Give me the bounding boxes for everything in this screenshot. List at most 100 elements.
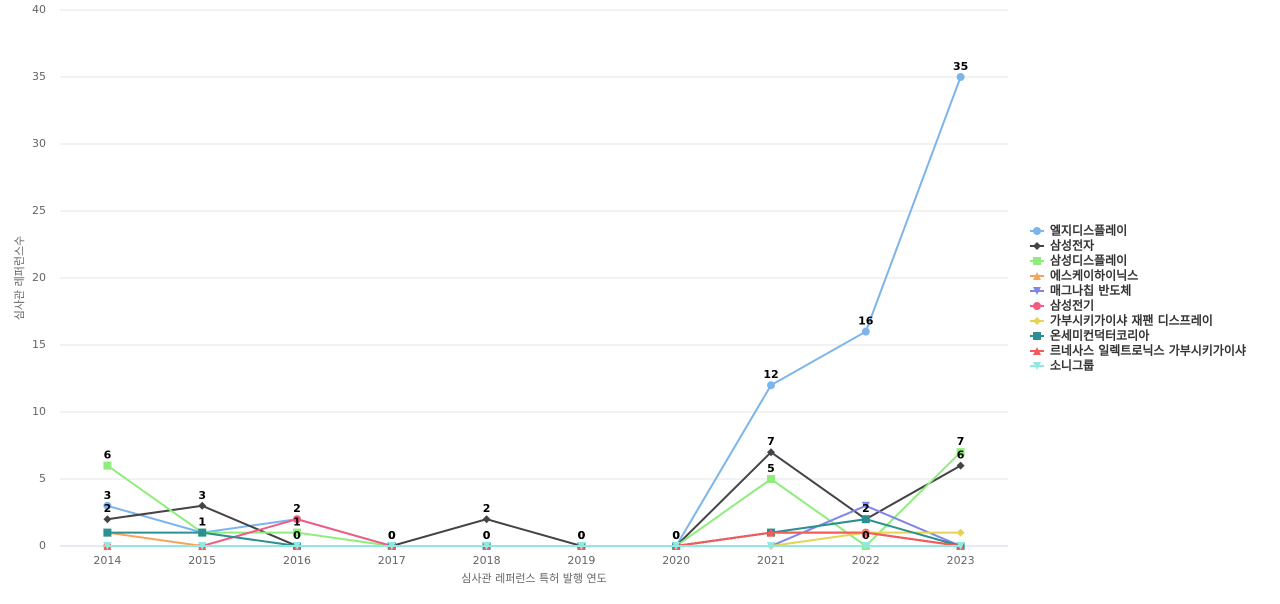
x-tick-label: 2016 xyxy=(283,554,311,567)
point xyxy=(861,542,870,550)
y-tick-label: 10 xyxy=(32,405,46,418)
x-tick-label: 2021 xyxy=(757,554,785,567)
point xyxy=(1033,272,1041,280)
point xyxy=(1033,317,1041,325)
point xyxy=(293,542,301,550)
legend-label: 엘지디스플레이 xyxy=(1050,223,1127,238)
point xyxy=(482,515,491,524)
point xyxy=(767,381,775,390)
point xyxy=(767,528,775,537)
point xyxy=(956,448,965,457)
point xyxy=(1033,257,1041,265)
x-tick-label: 2014 xyxy=(93,554,121,567)
legend-label: 삼성디스플레이 xyxy=(1050,253,1127,268)
point xyxy=(861,515,870,524)
data-label: 0 xyxy=(862,529,870,542)
point xyxy=(1033,332,1041,340)
series-line xyxy=(107,450,962,547)
point xyxy=(767,475,775,483)
series xyxy=(103,73,965,550)
x-tick-label: 2018 xyxy=(473,554,501,567)
legend-label: 삼성전자 xyxy=(1050,238,1094,253)
point xyxy=(198,501,207,510)
point xyxy=(293,528,301,537)
point xyxy=(103,528,112,537)
y-tick-label: 15 xyxy=(32,338,46,351)
data-label: 2 xyxy=(862,502,870,515)
data-label: 0 xyxy=(672,529,680,542)
point xyxy=(1033,242,1041,250)
x-tick-label: 2019 xyxy=(567,554,595,567)
data-label: 3 xyxy=(198,489,206,502)
series xyxy=(103,448,965,550)
data-label: 1 xyxy=(293,516,301,529)
point xyxy=(1033,302,1041,310)
x-tick-label: 2022 xyxy=(852,554,880,567)
data-label: 3 xyxy=(104,489,112,502)
data-label: 1 xyxy=(198,516,206,529)
data-label: 0 xyxy=(483,529,491,542)
y-tick-label: 20 xyxy=(32,271,46,284)
data-label: 6 xyxy=(104,449,112,462)
point xyxy=(1033,362,1041,370)
data-label: 1 xyxy=(198,516,206,529)
point xyxy=(103,542,112,550)
y-axis-title: 심사관 레퍼런스수 xyxy=(13,236,26,320)
data-label: 0 xyxy=(672,529,680,542)
point xyxy=(861,501,870,510)
series-line xyxy=(107,531,961,547)
data-label: 7 xyxy=(767,435,775,448)
data-label: 35 xyxy=(953,60,968,73)
series xyxy=(103,542,965,550)
legend-label: 온세미컨덕터코리아 xyxy=(1050,328,1149,343)
legend-label: 매그나칩 반도체 xyxy=(1050,283,1131,298)
legend-label: 에스케이하이닉스 xyxy=(1050,268,1138,283)
data-label: 7 xyxy=(957,435,965,448)
point xyxy=(103,515,112,524)
y-tick-label: 25 xyxy=(32,204,46,217)
data-label: 0 xyxy=(388,529,396,542)
series xyxy=(103,448,965,550)
y-tick-label: 30 xyxy=(32,137,46,150)
point xyxy=(198,528,207,537)
data-label: 2 xyxy=(293,502,301,515)
point xyxy=(293,515,301,524)
point xyxy=(387,542,396,550)
data-label: 2 xyxy=(483,502,491,515)
series-line xyxy=(107,76,962,547)
x-tick-label: 2023 xyxy=(947,554,975,567)
data-label: 0 xyxy=(672,529,680,542)
data-label: 12 xyxy=(763,368,778,381)
data-label: 5 xyxy=(767,462,775,475)
series-line xyxy=(107,531,961,547)
data-label: 0 xyxy=(578,529,586,542)
point xyxy=(103,501,112,510)
point xyxy=(1033,287,1041,295)
point xyxy=(956,461,965,470)
point xyxy=(198,542,207,550)
point xyxy=(956,73,965,81)
data-label: 0 xyxy=(388,529,396,542)
y-tick-label: 35 xyxy=(32,70,46,83)
y-tick-label: 0 xyxy=(39,539,46,552)
series-line xyxy=(107,504,961,547)
series xyxy=(103,501,965,550)
data-label: 2 xyxy=(104,502,112,515)
data-label: 16 xyxy=(858,315,874,328)
legend-label: 소니그룹 xyxy=(1050,358,1094,373)
series-line xyxy=(107,531,961,547)
data-label: 0 xyxy=(578,529,586,542)
point xyxy=(861,528,870,537)
legend-label: 삼성전기 xyxy=(1050,298,1094,313)
point xyxy=(767,542,775,550)
data-label: 0 xyxy=(388,529,396,542)
point xyxy=(1033,227,1041,235)
point xyxy=(482,542,491,550)
point xyxy=(956,542,965,550)
point xyxy=(956,528,965,537)
point xyxy=(103,461,112,470)
data-label: 0 xyxy=(483,529,491,542)
point xyxy=(767,448,775,457)
point xyxy=(1033,347,1041,355)
